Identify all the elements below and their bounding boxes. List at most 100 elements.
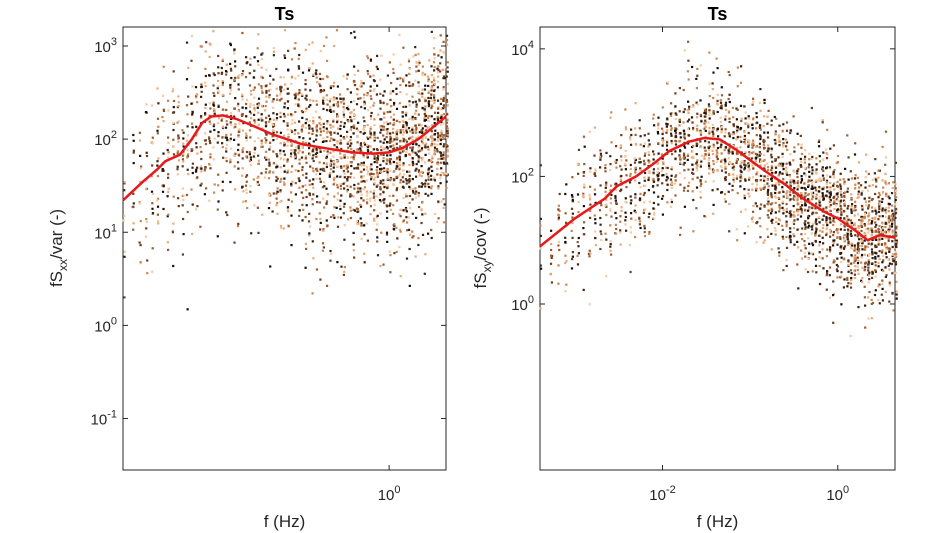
scatter-point [609,243,612,246]
scatter-point [634,143,638,146]
scatter-point [353,183,356,187]
scatter-point [811,211,814,214]
scatter-point [283,153,286,156]
scatter-point [386,147,389,150]
scatter-point [610,141,613,144]
scatter-point [302,208,305,211]
scatter-point [257,137,260,140]
scatter-point [430,130,433,133]
scatter-point [264,176,267,179]
scatter-point [389,138,392,141]
scatter-point [719,101,723,104]
scatter-point [778,207,781,210]
scatter-point [763,164,766,167]
scatter-point [256,103,259,106]
scatter-point [888,230,891,233]
scatter-point [389,170,392,173]
scatter-point [715,57,718,60]
scatter-point [699,140,702,143]
scatter-point [558,192,561,196]
scatter-point [643,235,647,238]
scatter-point [287,133,290,136]
ylabel-right-rest: /cov (-) [471,208,490,261]
scatter-point [297,98,300,101]
scatter-point [894,263,898,266]
scatter-point [891,245,894,249]
scatter-point [420,165,423,168]
scatter-point [376,195,379,198]
scatter-point [868,184,871,187]
scatter-point [417,52,420,56]
ylabel-left: fSxx/var (-) [47,209,70,287]
scatter-point [826,272,829,275]
scatter-point [881,192,884,195]
scatter-point [427,100,431,103]
scatter-point [874,261,877,264]
scatter-point [424,117,427,120]
scatter-point [383,138,386,141]
scatter-point [558,248,561,252]
scatter-point [311,198,314,201]
scatter-point [253,96,256,99]
scatter-point [436,138,439,141]
scatter-point [318,82,321,85]
scatter-point [366,191,369,194]
scatter-point [814,221,817,224]
scatter-point [800,249,803,252]
scatter-point [217,173,220,176]
scatter-point [283,102,286,105]
scatter-point [408,153,411,156]
scatter-point [402,140,405,143]
scatter-point [261,104,264,107]
scatter-point [367,72,370,76]
scatter-point [815,218,818,221]
scatter-point [782,195,785,198]
scatter-point [644,152,647,155]
scatter-point [145,151,148,154]
scatter-point [345,167,348,170]
scatter-point [832,244,835,247]
scatter-point [322,96,325,99]
scatter-point [674,112,677,115]
scatter-point [237,148,240,152]
scatter-point [265,158,268,161]
scatter-point [785,258,788,261]
scatter-point [874,225,877,229]
scatter-point [736,108,739,111]
scatter-point [415,143,418,146]
scatter-point [878,215,881,218]
scatter-point [789,191,792,194]
scatter-point [428,186,431,189]
scatter-point [807,250,810,253]
scatter-point [162,94,165,97]
scatter-point [199,225,202,228]
scatter-point [755,183,759,186]
scatter-point [195,95,198,98]
scatter-point [269,265,272,268]
scatter-point [415,175,418,178]
scatter-point [715,155,718,158]
scatter-point [847,282,850,285]
scatter-point [881,229,884,232]
scatter-point [860,241,864,244]
scatter-point [389,98,392,101]
scatter-point [711,113,714,116]
scatter-point [696,169,699,172]
scatter-point [386,154,389,157]
scatter-point [402,173,405,176]
scatter-point [836,231,839,234]
scatter-point [774,133,777,136]
scatter-point [421,183,425,186]
scatter-point [732,176,735,179]
scatter-point [427,232,430,235]
scatter-point [796,218,799,221]
scatter-point [732,173,735,176]
scatter-point [138,131,141,134]
scatter-point [362,180,365,183]
scatter-point [736,174,739,177]
scatter-point [796,132,799,135]
scatter-point [751,183,754,186]
scatter-point [182,145,185,148]
scatter-point [724,103,727,107]
scatter-point [589,216,592,219]
